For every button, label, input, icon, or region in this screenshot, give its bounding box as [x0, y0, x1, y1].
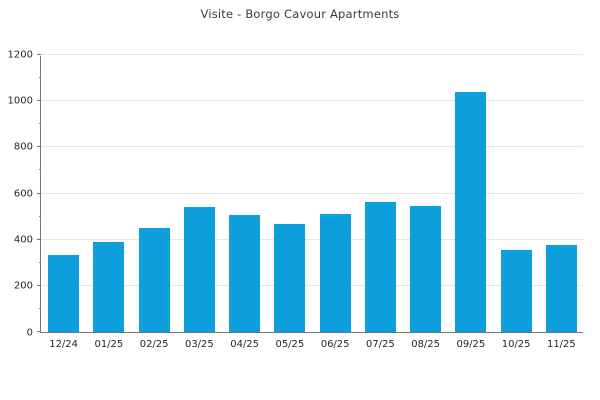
chart-title: Visite - Borgo Cavour Apartments — [200, 7, 400, 21]
y-gridline — [41, 146, 583, 148]
y-axis-minor-tick — [39, 261, 41, 263]
y-axis-tick-label: 200 — [13, 280, 33, 292]
bar-03-25 — [183, 207, 215, 332]
y-gridline — [41, 100, 583, 102]
bar-06-25 — [319, 214, 351, 332]
bar-02-25 — [138, 228, 170, 332]
y-axis-major-tick — [37, 331, 41, 332]
plot-area: 0 200 400 600 800 1000 1200 12/24 01/25 02/25 03/2… — [8, 50, 583, 350]
x-axis-tick-label: 03/25 — [184, 339, 214, 350]
bar-04-25 — [229, 215, 261, 332]
bar-08-25 — [410, 206, 442, 332]
bar-01-25 — [93, 241, 125, 332]
y-axis-minor-tick — [39, 169, 41, 171]
x-axis-tick-label: 02/25 — [139, 339, 169, 350]
bar-10-25 — [500, 250, 532, 332]
y-axis-major-tick — [37, 146, 41, 148]
y-axis-major-tick — [37, 100, 41, 102]
y-axis-tick-label: 1200 — [7, 49, 33, 61]
x-axis-tick-label: 06/25 — [320, 339, 350, 350]
y-axis-major-tick — [37, 54, 41, 55]
bar-09-25 — [455, 91, 487, 332]
y-gridline — [41, 238, 583, 240]
y-axis-minor-tick — [39, 215, 41, 217]
bar-11-25 — [545, 245, 577, 332]
y-axis-minor-tick — [39, 123, 41, 125]
y-gridline — [41, 54, 583, 55]
y-axis-major-tick — [37, 192, 41, 194]
x-axis-tick-label: 05/25 — [275, 339, 305, 350]
y-axis-tick-label: 400 — [13, 234, 33, 246]
y-axis-tick-label: 600 — [13, 188, 33, 199]
y-axis-major-tick — [37, 284, 41, 286]
x-axis-tick-label: 12/24 — [49, 339, 79, 350]
y-gridline — [41, 284, 583, 286]
x-axis-tick-label: 09/25 — [456, 339, 486, 350]
bar-12-24 — [48, 254, 80, 332]
bar-07-25 — [364, 201, 396, 332]
y-axis-minor-tick — [39, 77, 41, 79]
y-axis-major-tick — [37, 238, 41, 240]
x-axis-tick-label: 01/25 — [94, 339, 124, 350]
x-axis-tick-label: 04/25 — [230, 339, 260, 350]
bar-05-25 — [274, 223, 306, 332]
x-axis-tick-label: 08/25 — [411, 339, 441, 350]
x-axis-tick-label: 11/25 — [546, 339, 576, 350]
y-axis-tick-label: 0 — [26, 327, 33, 339]
y-axis-tick-label: 1000 — [7, 95, 33, 107]
y-axis-minor-tick — [39, 307, 41, 309]
y-axis-tick-label: 800 — [13, 141, 33, 153]
x-axis-tick-label: 07/25 — [365, 339, 395, 350]
x-axis-tick-label: 10/25 — [501, 339, 531, 350]
y-gridline — [41, 192, 583, 194]
